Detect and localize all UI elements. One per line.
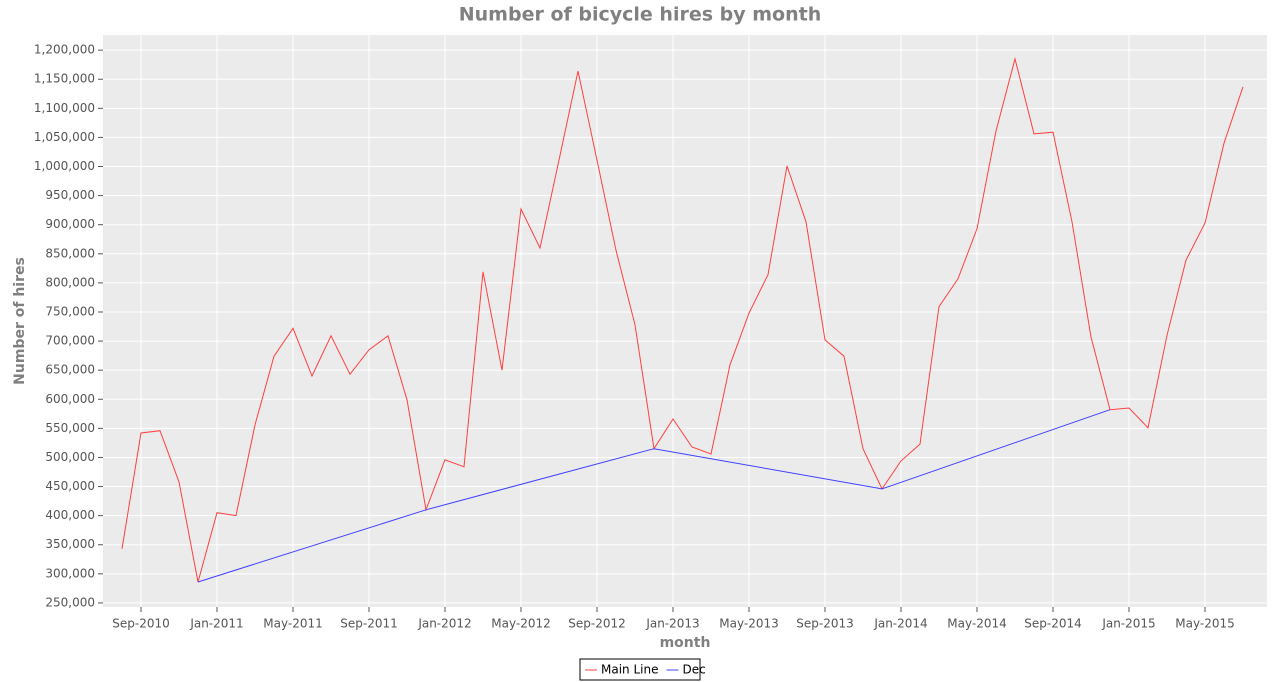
y-tick-label: 850,000 [45,246,95,260]
y-tick-label: 950,000 [45,188,95,202]
data-line [121,56,1244,583]
x-tick-label: May-2015 [1175,617,1234,631]
x-axis-title: month [660,635,711,651]
x-tick-label: Sep-2011 [340,617,398,631]
x-tick-label: Jan-2012 [417,617,471,631]
x-tick-label: Sep-2014 [1024,617,1082,631]
y-tick-label: 700,000 [45,334,95,348]
x-tick-label: Jan-2014 [873,617,927,631]
y-tick-label: 400,000 [45,508,95,522]
chart-title: Number of bicycle hires by month [459,4,821,26]
y-tick-label: 300,000 [45,566,95,580]
x-tick-label: May-2011 [263,617,322,631]
x-tick-label: May-2012 [491,617,550,631]
x-tick-label: Jan-2015 [1101,617,1155,631]
legend-label: Dec [682,663,705,677]
y-tick-label: 450,000 [45,479,95,493]
x-tick-label: Sep-2013 [796,617,854,631]
y-axis-title: Number of hires [12,257,28,385]
y-tick-label: 1,200,000 [34,43,95,57]
y-tick-label: 800,000 [45,275,95,289]
y-tick-label: 350,000 [45,537,95,551]
x-tick-label: Jan-2013 [645,617,699,631]
x-tick-label: Sep-2012 [568,617,626,631]
plot-area [103,35,1267,607]
x-tick-label: May-2013 [719,617,778,631]
x-tick-label: May-2014 [947,617,1006,631]
x-tick-label: Sep-2010 [112,617,170,631]
legend-box [579,658,701,681]
y-tick-label: 1,000,000 [34,159,95,173]
y-tick-label: 250,000 [45,595,95,609]
y-tick-label: 550,000 [45,421,95,435]
y-tick-label: 750,000 [45,304,95,318]
y-tick-label: 500,000 [45,450,95,464]
y-tick-label: 1,100,000 [34,101,95,115]
y-tick-label: 900,000 [45,217,95,231]
y-tick-label: 1,150,000 [34,72,95,86]
x-tick-label: Jan-2011 [189,617,243,631]
data-line [197,409,1111,583]
y-tick-label: 600,000 [45,392,95,406]
legend-label: Main Line [601,663,658,677]
y-tick-label: 1,050,000 [34,130,95,144]
y-tick-label: 650,000 [45,363,95,377]
